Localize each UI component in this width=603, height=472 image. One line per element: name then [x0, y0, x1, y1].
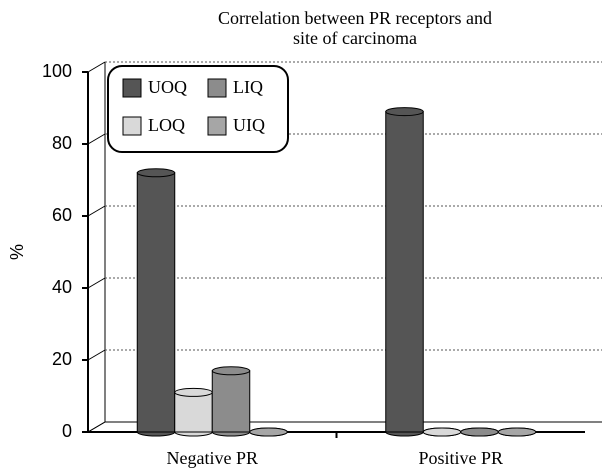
- legend-label: LIQ: [233, 77, 263, 97]
- y-axis-label: %: [7, 244, 27, 260]
- bar-top: [174, 387, 213, 397]
- bar: [136, 172, 176, 433]
- legend-box: [107, 65, 289, 153]
- legend-swatch: [207, 116, 227, 136]
- legend-swatch: [122, 78, 142, 98]
- bar-group: [497, 427, 537, 437]
- y-tick-depth: [87, 421, 106, 433]
- y-tick-label: 0: [62, 421, 72, 441]
- bar-top: [211, 366, 251, 376]
- y-tick-label: 80: [52, 133, 72, 153]
- bar-top: [136, 168, 176, 178]
- legend-label: LOQ: [148, 115, 185, 135]
- chart-title: Correlation between PR receptors and: [218, 8, 492, 28]
- legend-swatch: [122, 116, 142, 136]
- bar-group: [136, 168, 176, 437]
- y-tick-label: 20: [52, 349, 72, 369]
- legend-label: UOQ: [148, 77, 187, 97]
- bar-group: [249, 427, 288, 437]
- y-tick-depth: [87, 205, 106, 217]
- bar-top: [422, 427, 462, 437]
- bar-group: [422, 427, 462, 437]
- y-tick-depth: [87, 133, 106, 145]
- bar-top: [385, 107, 424, 117]
- y-tick-depth: [87, 277, 106, 289]
- chart-title: site of carcinoma: [293, 28, 417, 48]
- bar-group: [211, 366, 251, 437]
- x-tick-label: Negative PR: [167, 448, 259, 468]
- bar: [385, 111, 424, 433]
- bar-group: [460, 427, 499, 437]
- bar: [174, 391, 213, 433]
- bar: [211, 370, 251, 433]
- bar-top: [249, 427, 288, 437]
- y-tick-depth: [87, 61, 106, 73]
- y-tick-label: 60: [52, 205, 72, 225]
- legend-swatch: [207, 78, 227, 98]
- y-tick-label: 40: [52, 277, 72, 297]
- y-tick-label: 100: [42, 61, 72, 81]
- bar-top: [497, 427, 537, 437]
- y-tick-depth: [87, 349, 106, 361]
- bar-group: [174, 387, 213, 437]
- legend-label: UIQ: [233, 115, 265, 135]
- bar-top: [460, 427, 499, 437]
- bar-group: [385, 107, 424, 437]
- x-tick-label: Positive PR: [418, 448, 503, 468]
